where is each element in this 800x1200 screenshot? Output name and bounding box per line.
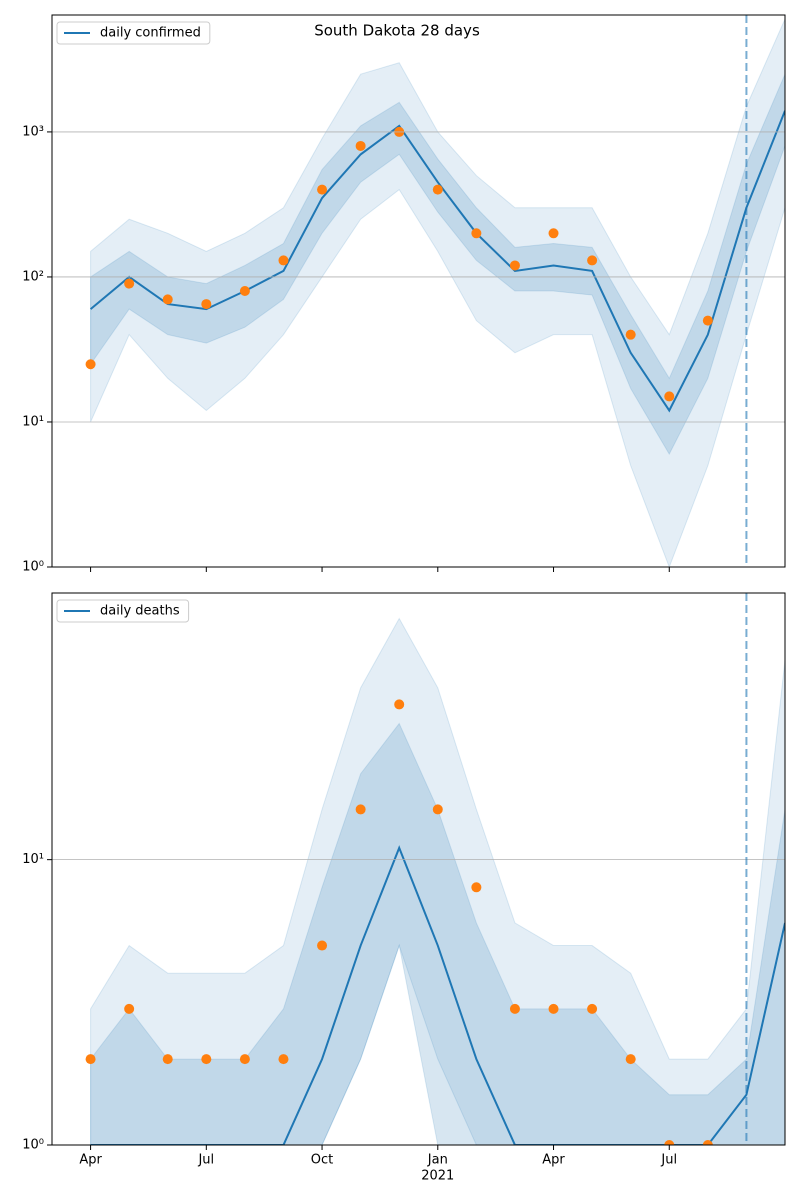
observed-point bbox=[239, 286, 250, 296]
observed-point bbox=[201, 1054, 212, 1065]
observed-point bbox=[85, 1054, 96, 1065]
x-tick-label: Jul bbox=[197, 1153, 214, 1168]
observed-point bbox=[278, 255, 289, 266]
confidence-band bbox=[90, 18, 785, 567]
series-line bbox=[89, 110, 785, 413]
legend-box bbox=[56, 21, 211, 45]
observed-point bbox=[124, 1003, 135, 1014]
x-tick-label: Apr bbox=[79, 1153, 102, 1168]
observed-point bbox=[278, 1054, 289, 1065]
x-tick-label: Jul bbox=[660, 1153, 677, 1168]
plot-area bbox=[85, 617, 785, 1145]
observed-point bbox=[702, 1140, 713, 1145]
x-year-label: 2021 bbox=[421, 1169, 454, 1184]
observed-point bbox=[239, 1054, 250, 1065]
y-tick-label: 10⁰ bbox=[22, 560, 44, 575]
observed-point bbox=[201, 299, 212, 310]
y-tick-label: 10⁰ bbox=[22, 1138, 44, 1153]
observed-point bbox=[548, 1003, 559, 1014]
x-tick-label: Oct bbox=[311, 1153, 333, 1168]
observed-point bbox=[432, 184, 443, 195]
plot-area bbox=[85, 18, 785, 567]
observed-point bbox=[471, 228, 482, 239]
legend-label: daily deaths bbox=[100, 604, 180, 619]
y-tick-label: 10¹ bbox=[22, 852, 44, 867]
observed-point bbox=[509, 1003, 520, 1014]
observed-point bbox=[124, 278, 135, 289]
observed-point bbox=[664, 1140, 675, 1145]
axes-frame bbox=[51, 592, 786, 1146]
observed-point bbox=[355, 140, 366, 151]
observed-point bbox=[509, 260, 520, 271]
observed-point bbox=[317, 940, 328, 951]
observed-point bbox=[317, 184, 328, 195]
observed-point bbox=[162, 1054, 173, 1065]
observed-point bbox=[394, 699, 405, 710]
observed-point bbox=[625, 1054, 636, 1065]
observed-point bbox=[664, 391, 675, 402]
observed-point bbox=[432, 804, 443, 815]
x-tick-label: Jan bbox=[427, 1153, 448, 1168]
chart-title: South Dakota 28 days bbox=[314, 22, 480, 40]
observed-point bbox=[471, 882, 482, 893]
confidence-band bbox=[90, 74, 785, 456]
confidence-band bbox=[90, 617, 785, 1145]
series-line bbox=[90, 845, 785, 1145]
y-tick-label: 10² bbox=[22, 269, 44, 284]
observed-point bbox=[625, 329, 636, 340]
observed-point bbox=[702, 315, 713, 326]
y-tick-label: 10³ bbox=[22, 124, 44, 139]
y-tick-label: 10¹ bbox=[22, 414, 44, 429]
observed-point bbox=[587, 1003, 598, 1014]
observed-point bbox=[548, 228, 559, 239]
legend-box bbox=[56, 599, 190, 623]
observed-point bbox=[355, 804, 366, 815]
axes-frame bbox=[51, 14, 786, 568]
x-tick-label: Apr bbox=[542, 1153, 565, 1168]
observed-point bbox=[162, 294, 173, 305]
legend-label: daily confirmed bbox=[100, 26, 201, 41]
confidence-band bbox=[90, 722, 785, 1145]
observed-point bbox=[587, 255, 598, 266]
observed-point bbox=[85, 359, 96, 370]
